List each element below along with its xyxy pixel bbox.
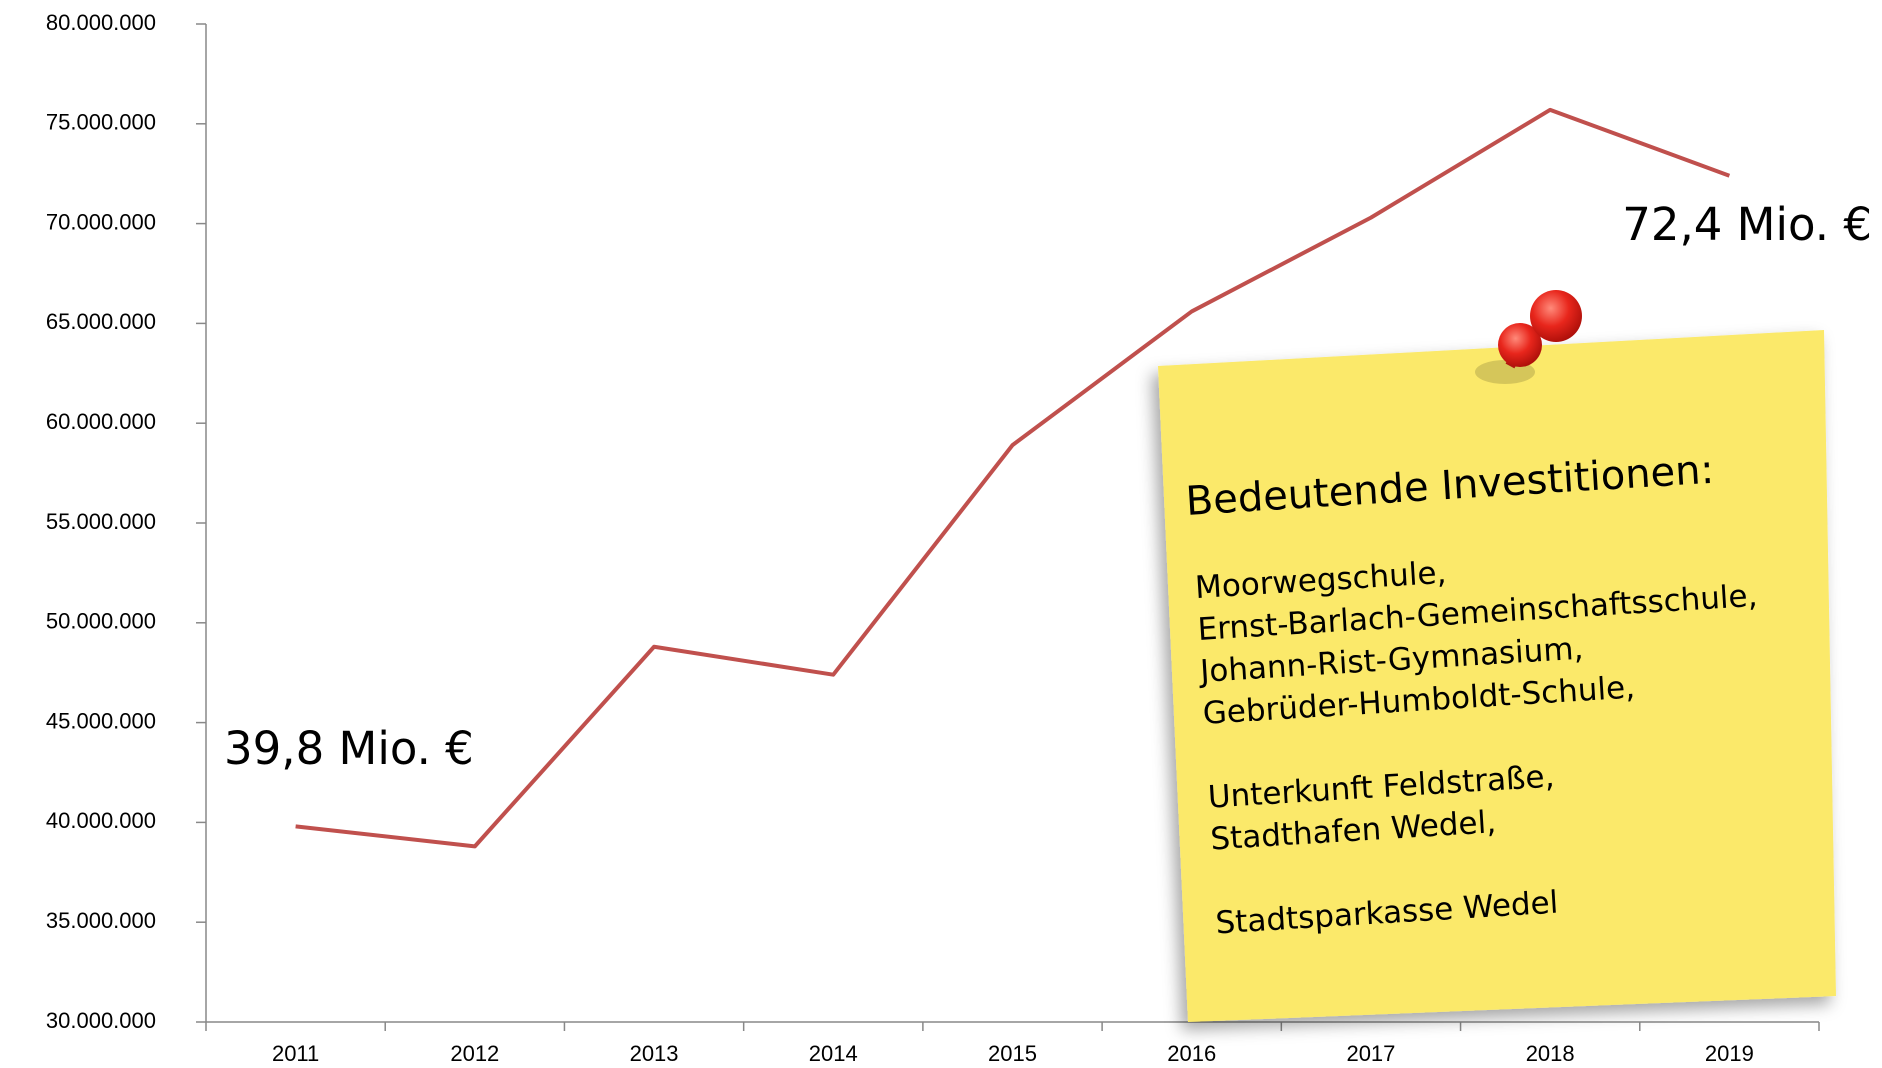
y-tick-label: 30.000.000 (46, 1008, 156, 1033)
pin-base (1498, 323, 1542, 367)
annotation: 72,4 Mio. € (1622, 198, 1872, 251)
y-tick-label: 75.000.000 (46, 110, 156, 135)
y-tick-label: 60.000.000 (46, 409, 156, 434)
x-tick-label: 2012 (450, 1041, 499, 1066)
x-tick-label: 2013 (630, 1041, 679, 1066)
note-paper (1158, 330, 1836, 1022)
x-tick-label: 2016 (1167, 1041, 1216, 1066)
sticky-note: Bedeutende Investitionen: Moorwegschule,… (1158, 290, 1836, 1022)
x-tick-label: 2018 (1526, 1041, 1575, 1066)
line-series (295, 107, 1731, 849)
y-tick-label: 40.000.000 (46, 808, 156, 833)
y-tick-label: 70.000.000 (46, 209, 156, 234)
y-tick-label: 50.000.000 (46, 609, 156, 634)
x-tick-label: 2011 (272, 1041, 319, 1066)
pin-head (1530, 290, 1582, 342)
y-tick-label: 45.000.000 (46, 708, 156, 733)
y-tick-label: 80.000.000 (46, 10, 156, 35)
x-tick-label: 2014 (809, 1041, 858, 1066)
y-tick-label: 65.000.000 (46, 309, 156, 334)
x-tick-label: 2019 (1705, 1041, 1754, 1066)
y-tick-label: 55.000.000 (46, 509, 156, 534)
annotation: 39,8 Mio. € (224, 722, 474, 775)
x-tick-label: 2017 (1346, 1041, 1395, 1066)
y-tick-label: 35.000.000 (46, 908, 156, 933)
x-tick-label: 2015 (988, 1041, 1037, 1066)
